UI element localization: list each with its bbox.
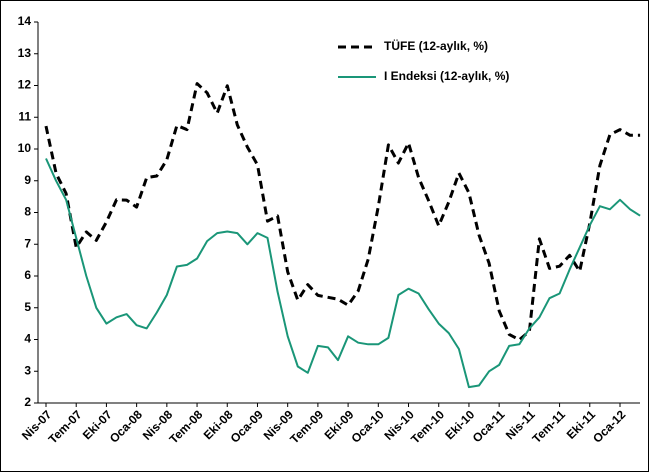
y-tick-label: 6 [24,268,31,282]
legend-label: I Endeksi (12-aylık, %) [384,69,509,83]
y-tick-label: 5 [24,300,31,314]
y-tick-label: 9 [24,173,31,187]
y-tick-label: 2 [24,395,31,409]
series-line [45,158,641,389]
y-tick-label: 11 [18,109,31,123]
legend-label: TÜFE (12-aylık, %) [384,38,488,53]
y-tick-label: 3 [24,363,31,377]
y-tick-label: 4 [24,332,31,346]
y-tick-label: 8 [24,205,31,219]
series-line [44,82,641,342]
y-tick-label: 7 [24,236,31,250]
y-tick-label: 10 [18,141,32,155]
y-tick-label: 13 [18,46,32,60]
y-tick-label: 14 [18,14,32,28]
y-tick-label: 12 [18,78,32,92]
